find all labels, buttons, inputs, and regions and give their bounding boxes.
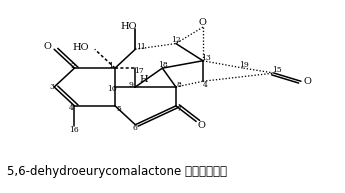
Text: 11: 11 [136,43,146,51]
Text: O: O [304,77,312,86]
Text: 4: 4 [69,104,73,112]
Text: 5,6-dehydroeurycomalactone 的化学结构图: 5,6-dehydroeurycomalactone 的化学结构图 [7,165,227,178]
Text: 6: 6 [133,124,138,133]
Text: 3: 3 [49,84,54,91]
Text: 4: 4 [203,80,208,89]
Text: 18: 18 [158,61,168,69]
Text: 9: 9 [129,80,134,89]
Text: O: O [197,121,205,130]
Text: 15: 15 [272,66,282,74]
Text: 7: 7 [176,105,181,113]
Text: 17: 17 [134,67,144,75]
Text: 12: 12 [171,36,181,44]
Text: O: O [43,42,51,51]
Text: H: H [139,75,148,85]
Text: 10: 10 [107,85,117,93]
Text: 19: 19 [239,61,249,69]
Text: 16: 16 [70,126,79,135]
Text: HO: HO [72,43,89,52]
Text: HO: HO [120,22,137,31]
Text: 2: 2 [70,62,75,70]
Text: 13: 13 [201,54,210,62]
Text: O: O [199,18,207,27]
Text: 8: 8 [177,80,182,89]
Text: 1: 1 [109,62,114,70]
Text: 5: 5 [116,105,121,113]
